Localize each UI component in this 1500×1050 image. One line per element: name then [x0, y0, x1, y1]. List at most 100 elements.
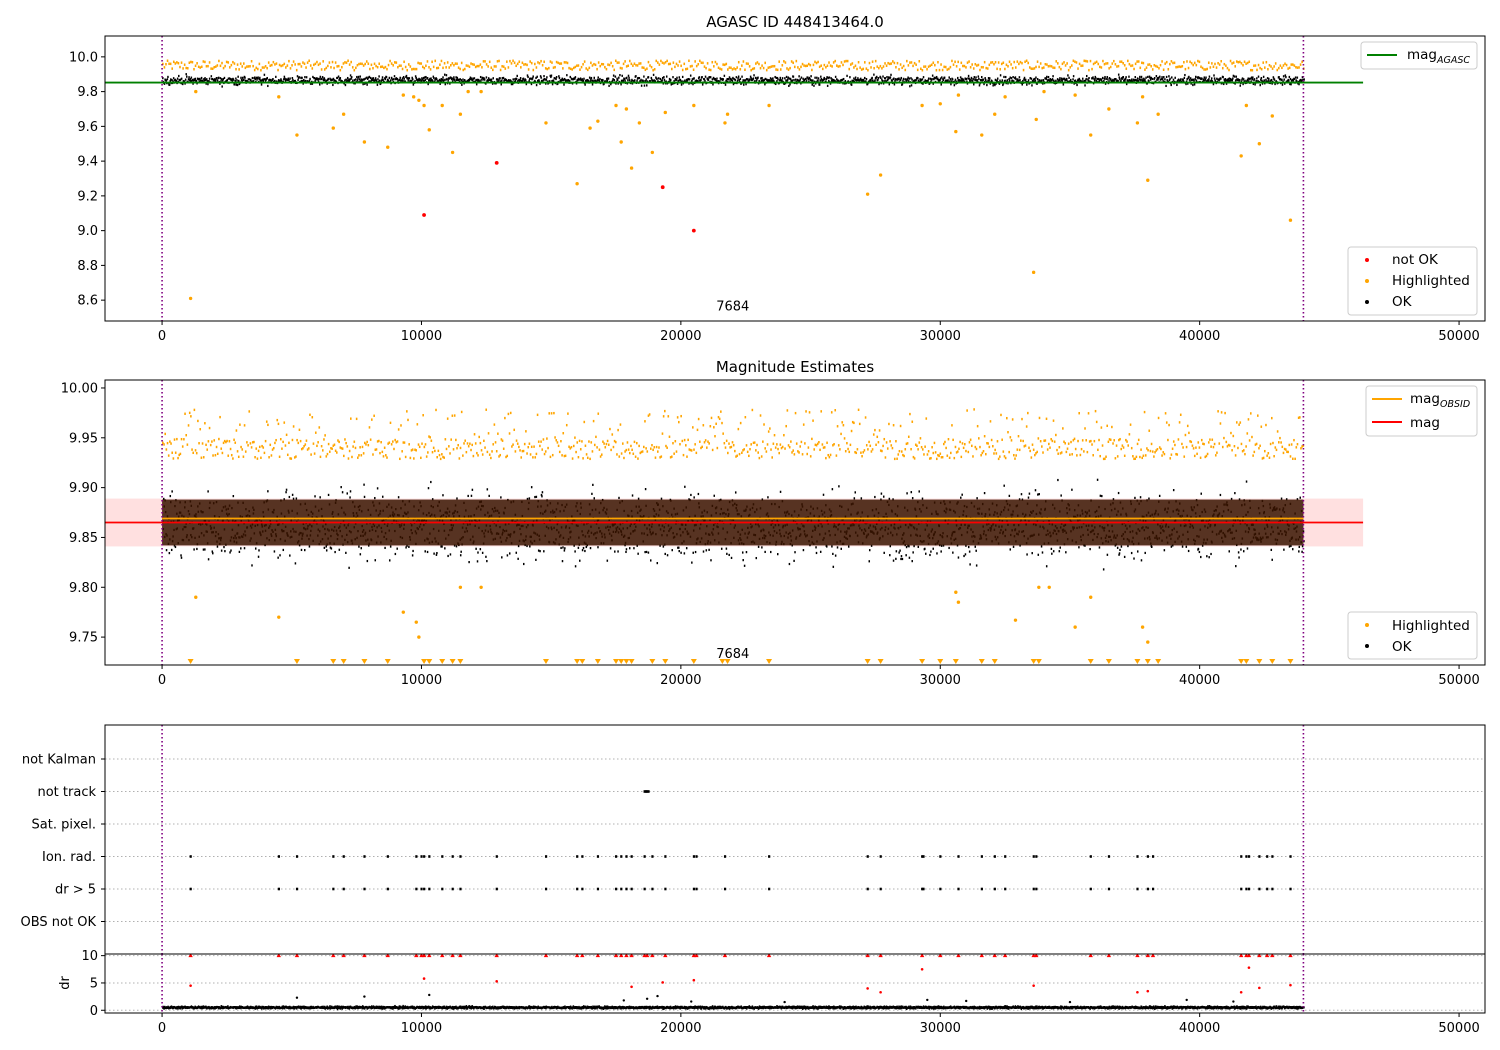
- ok-point: [1248, 80, 1250, 83]
- ok-point: [1073, 82, 1075, 85]
- highlighted-spike: [1069, 66, 1072, 69]
- highlighted-spike: [323, 438, 325, 441]
- highlighted-spike: [1182, 446, 1184, 449]
- ok-point: [162, 76, 164, 80]
- ok-point: [691, 79, 693, 83]
- ok-point: [931, 78, 933, 81]
- ok-point: [623, 77, 626, 81]
- highlighted-spike: [271, 448, 274, 451]
- highlighted-spike: [790, 60, 793, 63]
- highlighted-spike: [700, 61, 703, 64]
- ok-point: [470, 77, 473, 80]
- ok-point: [460, 79, 463, 82]
- highlighted-point: [1239, 154, 1243, 158]
- x-tick-label: 10000: [401, 329, 442, 344]
- highlighted-spike: [534, 62, 536, 66]
- highlighted-spike: [692, 426, 694, 429]
- highlighted-spike: [1301, 445, 1303, 448]
- ok-point: [680, 551, 682, 554]
- ok-point: [515, 77, 518, 81]
- highlighted-spike: [328, 61, 331, 64]
- highlighted-spike: [248, 410, 251, 413]
- highlighted-spike: [909, 61, 911, 64]
- highlighted-spike: [871, 60, 874, 63]
- ok-point: [729, 80, 731, 83]
- highlighted-spike: [1273, 65, 1275, 68]
- highlighted-spike: [686, 455, 688, 458]
- ok-point: [1202, 78, 1205, 81]
- highlighted-spike: [784, 447, 786, 450]
- highlighted-spike: [1244, 452, 1246, 456]
- highlighted-spike: [685, 67, 687, 71]
- highlighted-spike: [373, 414, 375, 417]
- ok-point: [1194, 75, 1197, 78]
- ok-point: [479, 75, 482, 79]
- highlighted-spike: [300, 447, 303, 451]
- ok-point: [816, 76, 818, 79]
- highlighted-spike: [614, 440, 617, 444]
- ok-point: [207, 490, 209, 493]
- ok-point: [220, 549, 223, 552]
- highlighted-spike: [674, 65, 676, 69]
- highlighted-spike: [1010, 439, 1013, 442]
- ok-point: [261, 78, 264, 81]
- highlighted-spike: [722, 63, 724, 66]
- ok-point: [615, 80, 618, 83]
- highlighted-spike: [770, 65, 773, 68]
- highlighted-spike: [1228, 68, 1230, 72]
- highlighted-spike: [513, 428, 516, 432]
- ok-point: [310, 82, 312, 85]
- highlighted-spike: [1102, 59, 1104, 63]
- highlighted-spike: [1246, 432, 1249, 435]
- highlighted-spike: [213, 65, 216, 69]
- highlighted-spike: [602, 440, 604, 443]
- ok-point: [1241, 78, 1243, 81]
- highlighted-spike: [1288, 443, 1291, 447]
- ok-point: [606, 559, 609, 562]
- highlighted-spike: [502, 447, 505, 450]
- highlighted-spike: [860, 451, 862, 454]
- highlighted-spike: [1279, 64, 1282, 67]
- highlighted-spike: [867, 448, 869, 451]
- ok-point: [625, 548, 628, 551]
- highlighted-spike: [826, 64, 829, 68]
- ok-point: [716, 77, 718, 80]
- highlighted-spike: [1218, 442, 1221, 445]
- highlighted-spike: [487, 65, 489, 68]
- highlighted-spike: [1105, 62, 1107, 65]
- ok-point: [1189, 79, 1191, 82]
- ok-point: [468, 560, 470, 564]
- ok-point: [314, 495, 316, 498]
- ok-point: [420, 79, 423, 82]
- highlighted-spike: [1149, 449, 1152, 453]
- ok-point: [1195, 79, 1198, 82]
- highlighted-spike: [996, 67, 998, 71]
- highlighted-spike: [255, 447, 258, 450]
- ok-point: [389, 79, 392, 82]
- ok-point: [384, 546, 386, 550]
- ok-point: [1085, 78, 1087, 81]
- ok-point: [396, 547, 398, 550]
- highlighted-spike: [955, 451, 958, 454]
- highlighted-spike: [827, 453, 830, 457]
- ok-point: [777, 78, 779, 81]
- ok-point: [477, 551, 479, 554]
- highlighted-spike: [200, 65, 203, 68]
- ok-point: [1127, 80, 1130, 83]
- highlighted-spike: [249, 65, 251, 68]
- ok-point: [1214, 79, 1216, 82]
- ok-point: [487, 79, 489, 82]
- highlighted-spike: [969, 66, 972, 69]
- ok-point: [1111, 79, 1113, 82]
- ok-point: [810, 75, 812, 78]
- highlighted-spike: [512, 59, 514, 63]
- ok-point: [724, 83, 727, 86]
- highlighted-spike: [1002, 450, 1005, 453]
- highlighted-spike: [940, 63, 942, 66]
- ok-point: [456, 497, 458, 500]
- highlighted-spike: [888, 62, 891, 66]
- highlighted-spike: [515, 64, 517, 68]
- ok-point: [1205, 76, 1207, 79]
- highlighted-spike: [722, 432, 724, 435]
- highlighted-spike: [1295, 446, 1298, 449]
